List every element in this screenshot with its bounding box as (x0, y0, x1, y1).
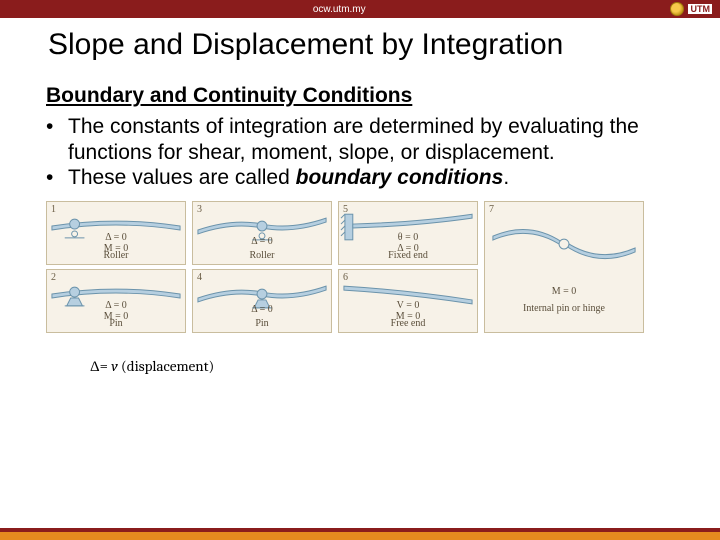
beam-icon (485, 212, 643, 282)
diagram-pin-mid: 4 Δ = 0 Pin (192, 269, 332, 333)
list-item: • The constants of integration are deter… (46, 114, 674, 165)
diagram-fixed-end: 5 θ = 0Δ = 0 Fixed end (338, 201, 478, 265)
bullet-text: The constants of integration are determi… (68, 114, 674, 165)
header-bar: ocw.utm.my UTM (0, 0, 720, 18)
diagram-internal-hinge: 7 M = 0 Internal pin or hinge (484, 201, 644, 333)
diagram-free-end: 6 V = 0M = 0 Free end (338, 269, 478, 333)
diagram-roller-end: 1 Δ = 0M = 0 Roller (46, 201, 186, 265)
site-logo: UTM (670, 2, 712, 16)
footer-bar (0, 528, 720, 540)
page-title: Slope and Displacement by Integration (0, 18, 720, 66)
content-block: Boundary and Continuity Conditions • The… (0, 66, 720, 191)
list-item: • These values are called boundary condi… (46, 165, 674, 191)
diagram-roller-mid: 3 Δ = 0 Roller (192, 201, 332, 265)
site-url: ocw.utm.my (313, 4, 366, 15)
boundary-diagrams: 1 Δ = 0M = 0 Roller 2 Δ = 0M = 0 (46, 201, 674, 333)
bullet-text: These values are called boundary conditi… (68, 165, 509, 191)
logo-text: UTM (688, 4, 712, 14)
bullet-list: • The constants of integration are deter… (46, 114, 674, 191)
logo-icon (670, 2, 684, 16)
section-heading: Boundary and Continuity Conditions (46, 84, 674, 108)
displacement-note: Δ= v (displacement) (0, 357, 720, 376)
diagram-pin-end: 2 Δ = 0M = 0 Pin (46, 269, 186, 333)
